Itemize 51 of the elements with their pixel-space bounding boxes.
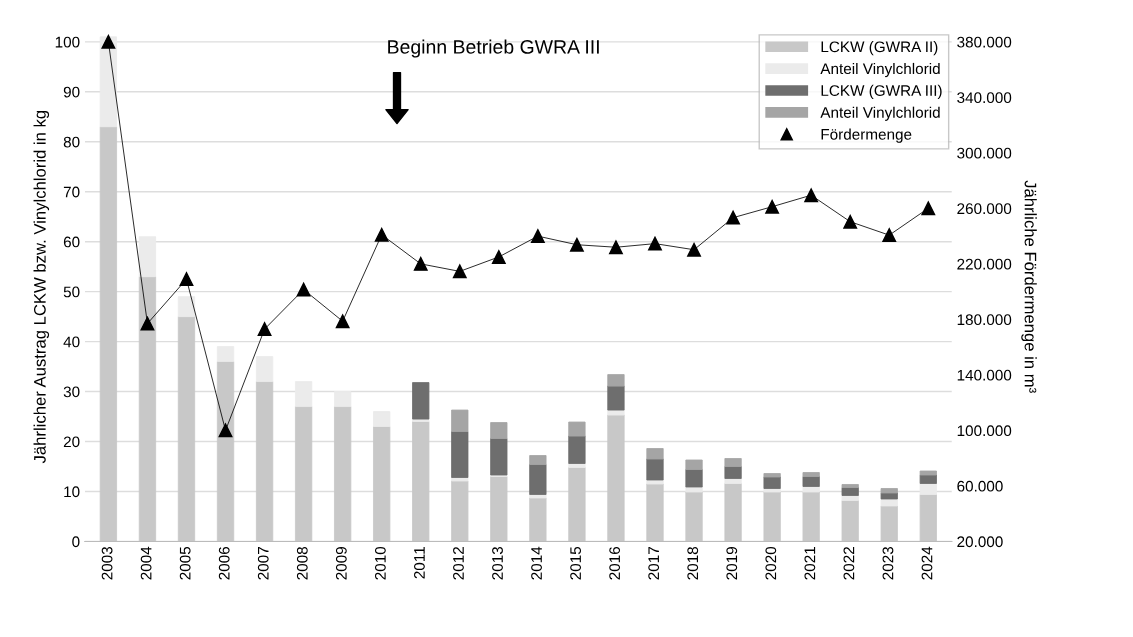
y-tick-label: 10 (64, 486, 80, 498)
x-tick-label: 2003 (101, 546, 113, 580)
x-tick-label: 2011 (414, 547, 425, 579)
y2-tick-label: 100.000 (957, 425, 1012, 437)
y2-tick-label: 340.000 (957, 92, 1012, 104)
x-tick-label: 2018 (687, 546, 699, 580)
x-tick-label: 2012 (453, 547, 464, 580)
legend-label: Anteil Vinylchlorid (820, 106, 940, 121)
x-tick-label: 2013 (492, 546, 503, 580)
y2-tick-label: 20.000 (957, 536, 1003, 548)
x-tick-label: 2015 (570, 546, 582, 580)
x-tick-label: 2004 (140, 546, 152, 580)
y-axis-title: Jährlicher Austrag LCKW bzw. Vinylchlorid in kg (33, 110, 50, 464)
y2-tick-label: 380.000 (957, 36, 1012, 48)
y2-tick-label: 140.000 (957, 369, 1012, 381)
y-tick-label: 30 (63, 386, 80, 398)
y2-tick-label: 300.000 (957, 147, 1012, 159)
y-tick-label: 70 (63, 186, 80, 198)
x-tick-label: 2006 (218, 546, 230, 580)
x-tick-label: 2008 (296, 546, 308, 580)
legend-label: Fördermenge (821, 128, 912, 143)
legend-label: LCKW (GWRA II) (821, 41, 938, 56)
x-tick-label: 2016 (609, 546, 621, 580)
x-tick-label: 2017 (648, 547, 660, 580)
y-tick-label: 80 (63, 136, 80, 148)
x-tick-label: 2010 (374, 546, 386, 580)
y-tick-label: 0 (72, 536, 80, 548)
y-tick-label: 60 (63, 236, 80, 248)
y-tick-label: 50 (63, 286, 80, 298)
x-tick-label: 2009 (335, 547, 347, 580)
x-tick-label: 2019 (726, 547, 738, 580)
legend-label: LCKW (GWRA III) (821, 84, 942, 100)
x-tick-label: 2024 (921, 546, 933, 580)
annotation: Beginn Betrieb GWRA III (388, 39, 599, 58)
y2-tick-label: 180.000 (957, 314, 1012, 326)
x-tick-label: 2005 (179, 546, 191, 580)
x-tick-label: 2021 (804, 547, 816, 580)
y-tick-label: 100 (55, 36, 80, 48)
x-tick-label: 2023 (882, 546, 894, 580)
y-tick-label: 40 (63, 336, 80, 348)
y2-tick-label: 60.000 (957, 480, 1003, 492)
legend-label: Anteil Vinylchlorid (820, 62, 940, 78)
x-tick-label: 2014 (531, 546, 542, 580)
y-tick-label: 20 (63, 436, 80, 448)
y2-axis-title: Jährliche Fördermenge in m³ (1021, 180, 1037, 393)
x-tick-label: 2022 (843, 547, 855, 580)
y2-tick-label: 220.000 (957, 258, 1012, 270)
x-tick-label: 2020 (765, 546, 777, 580)
y-tick-label: 90 (63, 86, 80, 98)
y2-tick-label: 260.000 (957, 203, 1012, 215)
x-tick-label: 2007 (257, 547, 269, 580)
